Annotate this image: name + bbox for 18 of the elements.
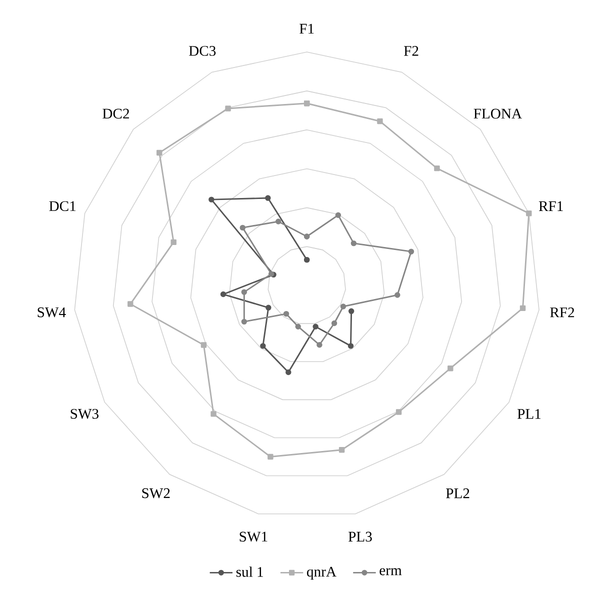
spoke-label: DC3 xyxy=(188,46,216,56)
legend-label: sul 1 xyxy=(236,566,263,577)
spoke-label: DC2 xyxy=(102,108,129,119)
spoke-label: SW1 xyxy=(240,532,268,542)
spoke-label: SW2 xyxy=(142,488,170,498)
spoke-label: RF2 xyxy=(550,308,574,318)
spoke-label: F2 xyxy=(404,46,418,56)
spoke-label: FLONA xyxy=(474,108,522,119)
spoke-label: F1 xyxy=(299,24,314,34)
spoke-label: PL3 xyxy=(348,532,372,542)
spoke-label: DC1 xyxy=(49,201,76,212)
spoke-label: PL2 xyxy=(446,488,470,498)
spoke-label: RF1 xyxy=(538,201,563,211)
spoke-label: SW3 xyxy=(70,408,98,419)
legend-label: erm xyxy=(380,568,402,576)
spoke-label: SW4 xyxy=(38,307,66,318)
legend-label: qnrA xyxy=(306,566,336,580)
spoke-label: PL1 xyxy=(517,409,540,419)
